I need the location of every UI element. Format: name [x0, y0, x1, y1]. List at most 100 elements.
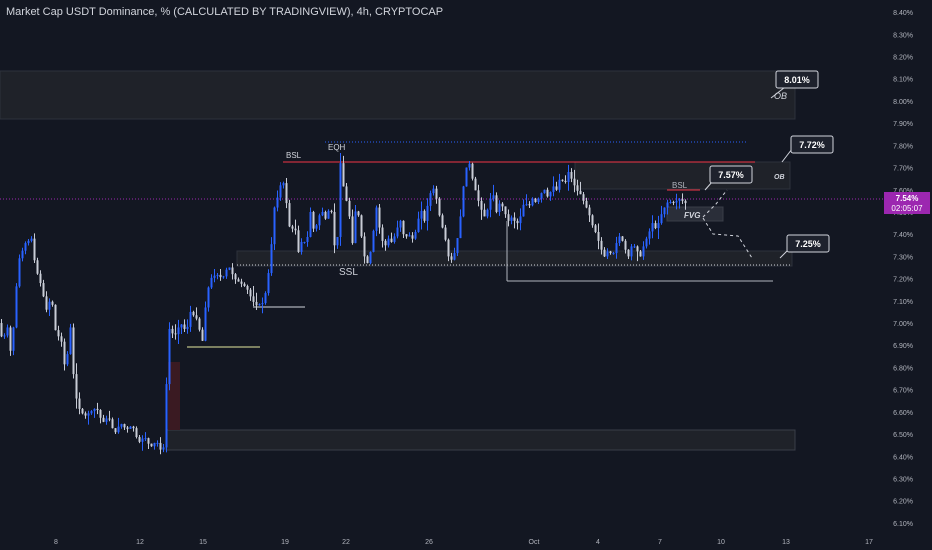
price-tick-label: 7.60% — [893, 188, 913, 195]
price-tick-label: 6.20% — [893, 499, 913, 506]
candle-body — [501, 203, 504, 207]
projection-arrow-up — [702, 189, 728, 218]
candle-body — [471, 163, 474, 179]
candle-body — [156, 442, 159, 444]
candle-body — [489, 198, 492, 210]
candle-body — [657, 223, 660, 229]
candle-body — [495, 195, 498, 212]
candle-body — [144, 438, 147, 440]
candle-body — [42, 283, 45, 297]
price-tick-label: 6.50% — [893, 432, 913, 439]
candle-body — [270, 244, 273, 274]
candle-body — [309, 211, 312, 237]
candle-body — [660, 214, 663, 224]
candle-body — [558, 179, 561, 190]
label-box-757 — [709, 165, 753, 184]
price-axis[interactable]: 8.40% 8.30% 8.20% 8.10% 8.00% 7.90% 7.80% 7.70%… — [893, 10, 913, 528]
candle-body — [426, 205, 429, 221]
candle-body — [636, 246, 639, 252]
price-tick-label: 6.60% — [893, 410, 913, 417]
candle-body — [81, 408, 84, 414]
candle-body — [135, 428, 138, 438]
candle-body — [111, 419, 114, 429]
candle-body — [96, 408, 99, 411]
candle-body — [264, 293, 267, 304]
candle-body — [216, 274, 219, 276]
price-tick-label: 6.40% — [893, 454, 913, 461]
candle-body — [384, 240, 387, 246]
candle-body — [429, 193, 432, 206]
candle-body — [390, 238, 393, 242]
candle-body — [411, 235, 414, 239]
price-tick-label: 8.10% — [893, 77, 913, 84]
candle-body — [126, 427, 129, 429]
candle-body — [603, 249, 606, 257]
candle-body — [183, 324, 186, 329]
candle-body — [249, 289, 252, 297]
candle-body — [162, 447, 165, 450]
candle-body — [564, 180, 567, 182]
candle-body — [624, 240, 627, 250]
candle-body — [84, 413, 87, 416]
current-price-countdown: 02:05:07 — [891, 204, 923, 213]
arrow-757 — [704, 181, 713, 191]
candle-body — [486, 209, 489, 217]
price-tick-label: 7.00% — [893, 321, 913, 328]
label-801: 8.01% — [784, 75, 810, 85]
price-tick-label: 7.90% — [893, 121, 913, 128]
candle-body — [291, 226, 294, 229]
candle-body — [594, 225, 597, 232]
chart-title: Market Cap USDT Dominance, % (CALCULATED… — [6, 6, 444, 18]
current-price-value: 7.54% — [896, 194, 919, 203]
candle-body — [627, 249, 630, 257]
price-tick-label: 8.40% — [893, 10, 913, 17]
candle-body — [372, 230, 375, 252]
candle-body — [330, 210, 333, 212]
candle-body — [447, 239, 450, 257]
candle-body — [240, 281, 243, 284]
candle-body — [510, 217, 513, 221]
candle-body — [177, 327, 180, 335]
price-tick-label: 8.00% — [893, 99, 913, 106]
candle-body — [117, 426, 120, 433]
time-tick-label: 10 — [717, 539, 725, 546]
candle-body — [93, 408, 96, 412]
time-axis[interactable]: 8 12 15 19 22 26 Oct 4 7 10 13 17 — [54, 539, 873, 546]
candle-body — [684, 200, 687, 204]
candle-body — [513, 217, 516, 221]
candle-body — [6, 327, 9, 336]
candle-body — [201, 329, 204, 341]
candle-body — [66, 354, 69, 365]
candle-body — [612, 253, 615, 255]
candle-body — [213, 275, 216, 278]
candle-body — [90, 411, 93, 414]
candle-body — [552, 186, 555, 192]
time-tick-label: 17 — [865, 539, 873, 546]
price-tick-label: 6.10% — [893, 521, 913, 528]
label-box-772 — [790, 135, 834, 154]
candle-body — [165, 384, 168, 448]
candle-body — [273, 207, 276, 245]
candle-body — [192, 311, 195, 316]
candle-body — [186, 326, 189, 329]
time-tick-label: 4 — [596, 539, 600, 546]
demand-zone-bottom — [165, 429, 796, 451]
candle-body — [333, 211, 336, 246]
candle-body — [378, 207, 381, 228]
candle-body — [30, 238, 33, 241]
candle-body — [621, 236, 624, 241]
candle-body — [246, 286, 249, 290]
label-772: 7.72% — [799, 140, 825, 150]
candle-body — [189, 311, 192, 327]
candle-body — [363, 236, 366, 257]
bsl-left-label: BSL — [286, 151, 302, 160]
candle-body — [387, 238, 390, 246]
price-tick-label: 6.30% — [893, 476, 913, 483]
candle-body — [252, 296, 255, 302]
candle-body — [405, 234, 408, 237]
projection-arrow-down — [702, 217, 753, 259]
candle-body — [141, 438, 144, 442]
candle-body — [237, 279, 240, 282]
candle-body — [24, 243, 27, 251]
